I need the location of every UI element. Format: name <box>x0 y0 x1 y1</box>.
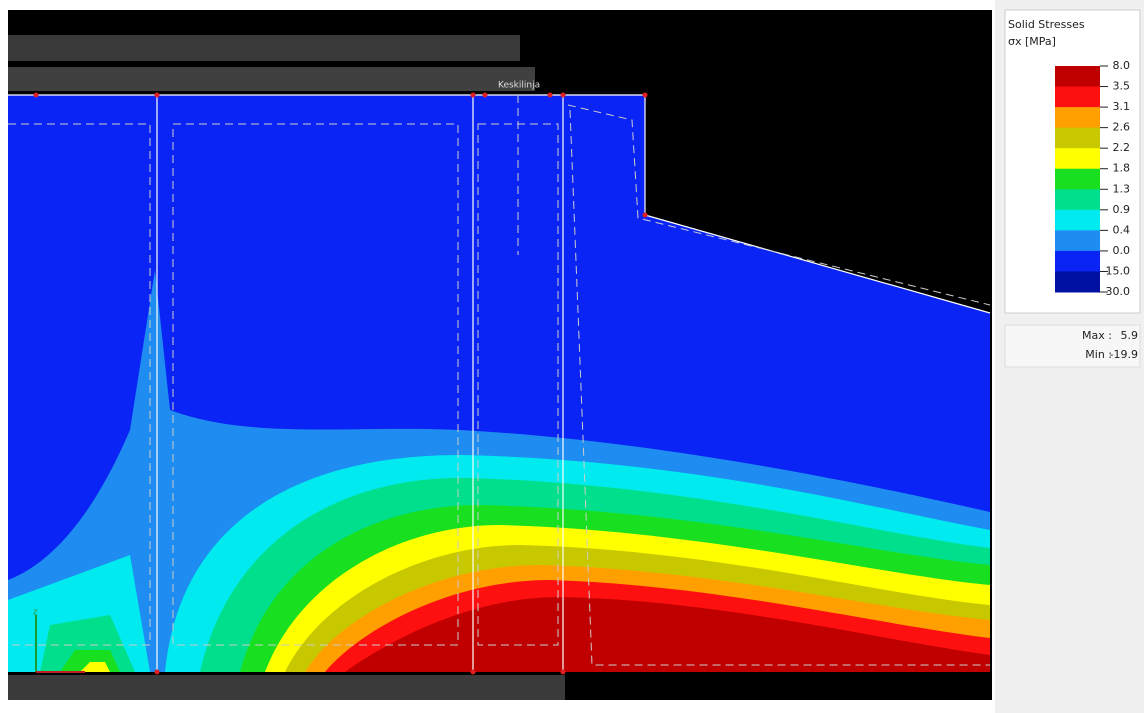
legend-label: 0.0 <box>1113 244 1131 257</box>
legend-title: Solid Stresses <box>1008 18 1085 31</box>
legend-label: -15.0 <box>1102 264 1130 277</box>
legend-label: 3.5 <box>1113 80 1131 93</box>
top-bar <box>8 67 535 91</box>
legend-label: 2.2 <box>1113 141 1131 154</box>
legend-label: -30.0 <box>1102 285 1130 298</box>
legend-swatch <box>1055 87 1100 108</box>
legend-swatch <box>1055 210 1100 231</box>
legend-label: 2.6 <box>1113 121 1131 134</box>
legend-swatch <box>1055 169 1100 190</box>
legend-swatch <box>1055 148 1100 169</box>
legend-label: 1.8 <box>1113 162 1131 175</box>
legend-swatch <box>1055 66 1100 87</box>
top-bar <box>8 35 520 61</box>
legend-swatch <box>1055 107 1100 128</box>
legend-label: 3.1 <box>1113 100 1131 113</box>
max-value: 5.9 <box>1121 329 1139 342</box>
legend-label: 8.0 <box>1113 59 1131 72</box>
screen: Keskilinja z Solid Stresses σx [MPa] 8.0… <box>0 0 1144 713</box>
line-label: Keskilinja <box>498 81 540 91</box>
max-label: Max : <box>1082 329 1112 342</box>
legend-unit: σx [MPa] <box>1008 35 1056 48</box>
min-label: Min : <box>1085 348 1112 361</box>
page: Keskilinja z Solid Stresses σx [MPa] 8.0… <box>0 0 1144 713</box>
min-value: -19.9 <box>1110 348 1138 361</box>
legend-swatch <box>1055 271 1100 292</box>
bottom-bar <box>8 675 565 700</box>
legend-label: 1.3 <box>1113 182 1131 195</box>
legend-label: 0.4 <box>1113 223 1131 236</box>
legend-swatch <box>1055 230 1100 251</box>
legend-label: 0.9 <box>1113 203 1131 216</box>
legend-swatch <box>1055 251 1100 272</box>
legend-swatch <box>1055 189 1100 210</box>
legend-swatch <box>1055 128 1100 149</box>
axis-label: z <box>33 608 38 618</box>
